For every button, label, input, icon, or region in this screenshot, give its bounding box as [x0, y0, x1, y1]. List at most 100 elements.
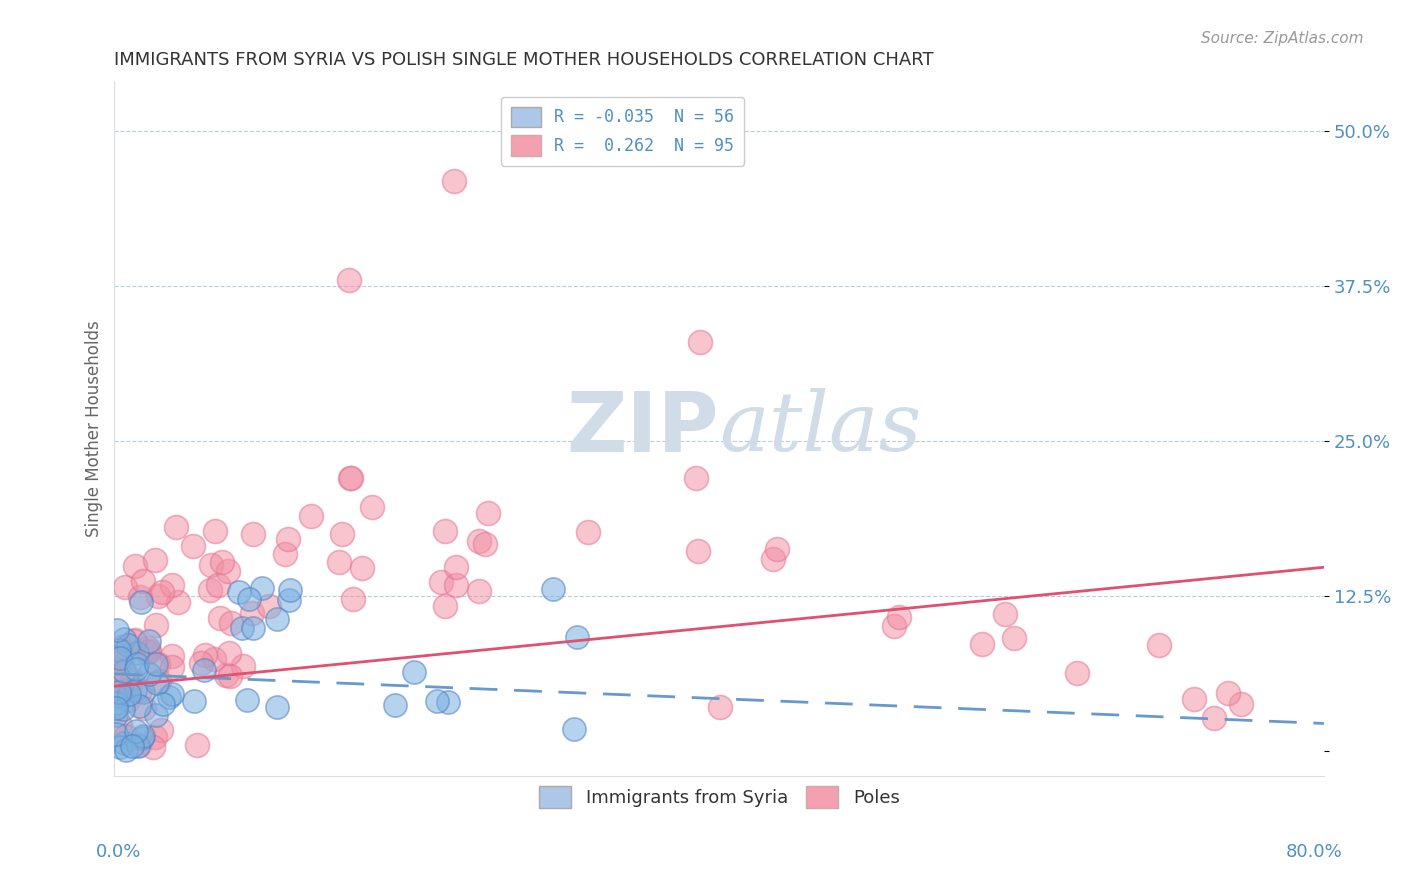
Point [689, 334, 711, 349]
Point [209, 611, 232, 625]
Point [104, 701, 127, 715]
Point [117, 639, 139, 653]
Point [145, 707, 167, 722]
Point [474, 537, 496, 551]
Point [132, 729, 155, 743]
Point [118, 688, 141, 702]
Point [240, 606, 263, 620]
Point [688, 543, 710, 558]
Point [148, 673, 170, 688]
Point [160, 660, 183, 674]
Point [330, 527, 353, 541]
Point [108, 643, 131, 657]
Point [157, 690, 180, 704]
Point [339, 273, 361, 287]
Point [112, 632, 135, 646]
Point [278, 593, 301, 607]
Point [105, 707, 128, 722]
Point [232, 659, 254, 673]
Point [218, 646, 240, 660]
Point [202, 652, 225, 666]
Point [127, 657, 149, 671]
Point [110, 648, 132, 663]
Point [384, 698, 406, 712]
Point [138, 667, 160, 681]
Point [124, 682, 146, 697]
Point [107, 685, 129, 699]
Point [114, 580, 136, 594]
Point [567, 630, 589, 644]
Point [105, 696, 128, 710]
Point [112, 702, 135, 716]
Point [125, 647, 148, 661]
Point [198, 582, 221, 597]
Point [882, 619, 904, 633]
Point [339, 471, 361, 485]
Point [274, 548, 297, 562]
Point [138, 644, 160, 658]
Point [132, 701, 155, 715]
Point [228, 585, 250, 599]
Point [152, 698, 174, 712]
Point [138, 634, 160, 648]
Point [112, 736, 135, 750]
Point [108, 739, 131, 754]
Point [146, 589, 169, 603]
Text: atlas: atlas [718, 388, 921, 468]
Point [142, 740, 165, 755]
Point [115, 743, 138, 757]
Point [1230, 697, 1253, 711]
Point [136, 645, 159, 659]
Point [145, 676, 167, 690]
Point [972, 637, 994, 651]
Point [887, 609, 910, 624]
Point [186, 738, 208, 752]
Point [112, 664, 135, 678]
Point [231, 621, 253, 635]
Point [468, 583, 491, 598]
Point [402, 665, 425, 679]
Point [145, 657, 167, 671]
Point [277, 532, 299, 546]
Point [477, 506, 499, 520]
Point [114, 667, 136, 681]
Point [762, 551, 785, 566]
Point [183, 694, 205, 708]
Point [125, 724, 148, 739]
Point [143, 552, 166, 566]
Point [266, 612, 288, 626]
Point [242, 621, 264, 635]
Point [425, 694, 447, 708]
Point [131, 731, 153, 746]
Point [433, 524, 456, 538]
Point [250, 582, 273, 596]
Point [685, 471, 707, 485]
Text: IMMIGRANTS FROM SYRIA VS POLISH SINGLE MOTHER HOUSEHOLDS CORRELATION CHART: IMMIGRANTS FROM SYRIA VS POLISH SINGLE M… [114, 51, 934, 69]
Point [430, 575, 453, 590]
Point [150, 723, 173, 738]
Point [328, 555, 350, 569]
Point [217, 564, 239, 578]
Point [115, 729, 138, 743]
Point [110, 654, 132, 668]
Point [278, 583, 301, 598]
Text: 80.0%: 80.0% [1286, 843, 1343, 861]
Point [124, 634, 146, 648]
Point [342, 592, 364, 607]
Point [110, 651, 132, 665]
Point [360, 500, 382, 514]
Point [108, 717, 131, 731]
Point [129, 590, 152, 604]
Point [437, 695, 460, 709]
Point [124, 633, 146, 648]
Point [129, 595, 152, 609]
Point [1202, 711, 1225, 725]
Point [121, 673, 143, 687]
Point [1066, 665, 1088, 680]
Point [434, 599, 457, 613]
Point [443, 173, 465, 187]
Point [128, 683, 150, 698]
Point [110, 640, 132, 654]
Point [132, 684, 155, 698]
Point [160, 648, 183, 663]
